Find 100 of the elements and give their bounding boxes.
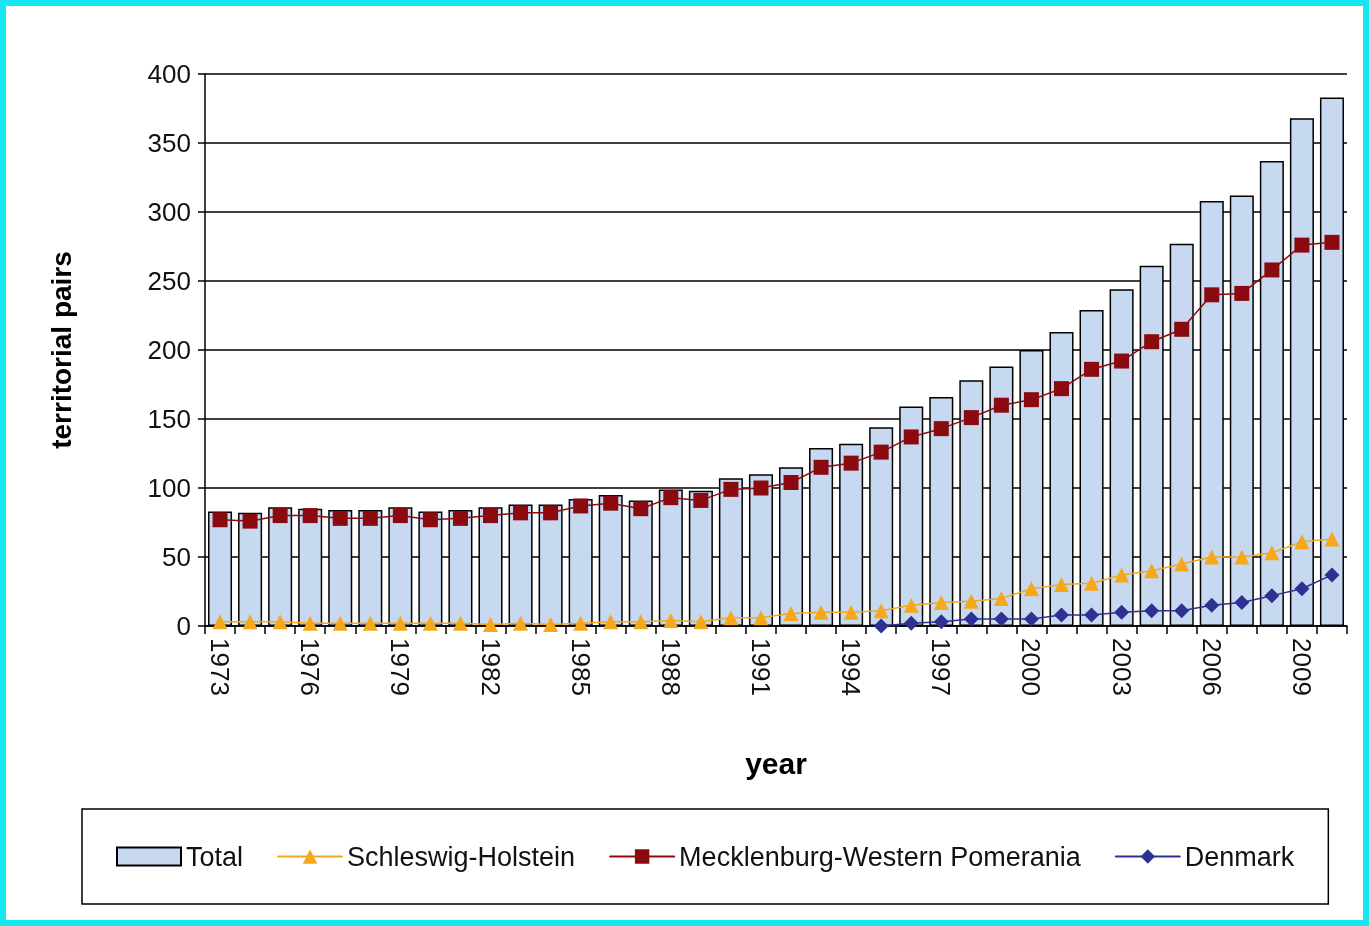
point	[573, 498, 589, 514]
point	[963, 410, 979, 426]
y-tick-label: 200	[147, 335, 191, 365]
point	[1084, 575, 1100, 591]
point	[543, 505, 559, 521]
point	[693, 492, 709, 508]
point	[873, 444, 889, 460]
point	[513, 505, 529, 521]
point	[1204, 597, 1220, 613]
x-tick-label: 2009	[1286, 638, 1317, 696]
point	[903, 597, 919, 613]
point	[483, 508, 498, 524]
point	[933, 614, 949, 630]
point	[843, 455, 859, 471]
point	[903, 615, 919, 631]
point	[332, 615, 348, 631]
x-tick-label: 1979	[385, 638, 416, 696]
point	[1054, 577, 1069, 593]
point	[272, 614, 288, 630]
point	[242, 614, 258, 630]
point	[212, 614, 228, 630]
point	[753, 610, 769, 626]
point	[993, 611, 1009, 627]
point	[633, 501, 649, 517]
point	[1294, 534, 1310, 550]
legend-label: Schleswig-Holstein	[347, 841, 576, 872]
point	[663, 490, 679, 506]
point	[1084, 361, 1100, 377]
point	[302, 615, 318, 631]
point	[212, 512, 228, 528]
point	[1174, 556, 1190, 572]
y-tick-label: 50	[162, 542, 191, 572]
y-tick-label: 0	[176, 611, 191, 641]
x-tick-label: 1985	[565, 638, 596, 696]
point	[392, 508, 408, 524]
point	[993, 590, 1009, 606]
point	[723, 610, 739, 626]
y-axis-title: territorial pairs	[45, 251, 77, 449]
point	[1114, 604, 1130, 620]
point	[422, 615, 438, 631]
point	[513, 615, 529, 631]
point	[813, 459, 829, 475]
x-tick-label: 1973	[205, 638, 236, 696]
point	[903, 429, 919, 445]
x-tick-label: 1997	[926, 638, 957, 696]
point	[483, 617, 498, 633]
point	[1144, 563, 1160, 579]
point	[963, 593, 979, 609]
y-tick-label: 250	[147, 266, 191, 296]
point	[1144, 334, 1160, 350]
point	[783, 474, 799, 490]
point	[723, 481, 739, 497]
point	[1114, 353, 1130, 369]
point	[1324, 234, 1340, 250]
point	[843, 604, 859, 620]
point	[1264, 588, 1280, 604]
point	[1204, 287, 1220, 303]
point	[452, 615, 468, 631]
x-tick-label: 1991	[745, 638, 776, 696]
point	[332, 510, 348, 526]
point	[1234, 549, 1250, 565]
point	[1204, 549, 1220, 565]
point	[362, 510, 378, 526]
point	[1324, 567, 1340, 583]
point	[1174, 321, 1190, 337]
point	[1294, 581, 1310, 597]
y-tick-label: 350	[147, 128, 191, 158]
point	[1054, 607, 1069, 623]
y-tick-label: 300	[147, 197, 191, 227]
point	[873, 603, 889, 619]
point	[1324, 531, 1340, 547]
x-tick-label: 2006	[1196, 638, 1227, 696]
point	[1264, 262, 1280, 278]
x-tick-label: 2003	[1106, 638, 1137, 696]
point	[452, 510, 468, 526]
point	[422, 512, 438, 528]
point	[272, 508, 288, 524]
x-tick-label: 2000	[1016, 638, 1047, 696]
legend-label: Mecklenburg-Western Pomerania	[679, 841, 1082, 872]
legend-label: Denmark	[1184, 841, 1295, 872]
point	[1114, 567, 1130, 583]
point	[693, 614, 709, 630]
point	[603, 495, 619, 511]
point	[603, 614, 619, 630]
point	[753, 480, 769, 496]
point	[362, 615, 378, 631]
point	[1054, 381, 1069, 397]
point	[633, 614, 649, 630]
y-tick-label: 100	[147, 473, 191, 503]
point	[392, 615, 408, 631]
x-tick-label: 1994	[836, 638, 867, 696]
point	[1174, 603, 1190, 619]
point	[993, 397, 1009, 413]
point	[663, 612, 679, 628]
point	[1264, 545, 1280, 561]
point	[963, 611, 979, 627]
legend-label: Total	[186, 841, 244, 872]
point	[1234, 595, 1250, 611]
point	[1023, 581, 1039, 597]
point	[242, 513, 258, 529]
